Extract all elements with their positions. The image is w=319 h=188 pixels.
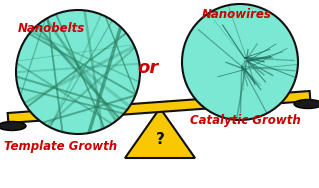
Text: ?: ? <box>156 133 164 148</box>
Text: or: or <box>137 59 159 77</box>
Polygon shape <box>125 108 195 158</box>
Polygon shape <box>8 91 310 123</box>
Circle shape <box>182 4 298 120</box>
Text: Template Growth: Template Growth <box>4 140 117 153</box>
Ellipse shape <box>0 121 26 130</box>
Text: Nanowires: Nanowires <box>202 8 272 21</box>
Text: Nanobelts: Nanobelts <box>18 22 85 35</box>
Circle shape <box>16 10 140 134</box>
Ellipse shape <box>294 99 319 108</box>
Text: Catalytic Growth: Catalytic Growth <box>190 114 301 127</box>
